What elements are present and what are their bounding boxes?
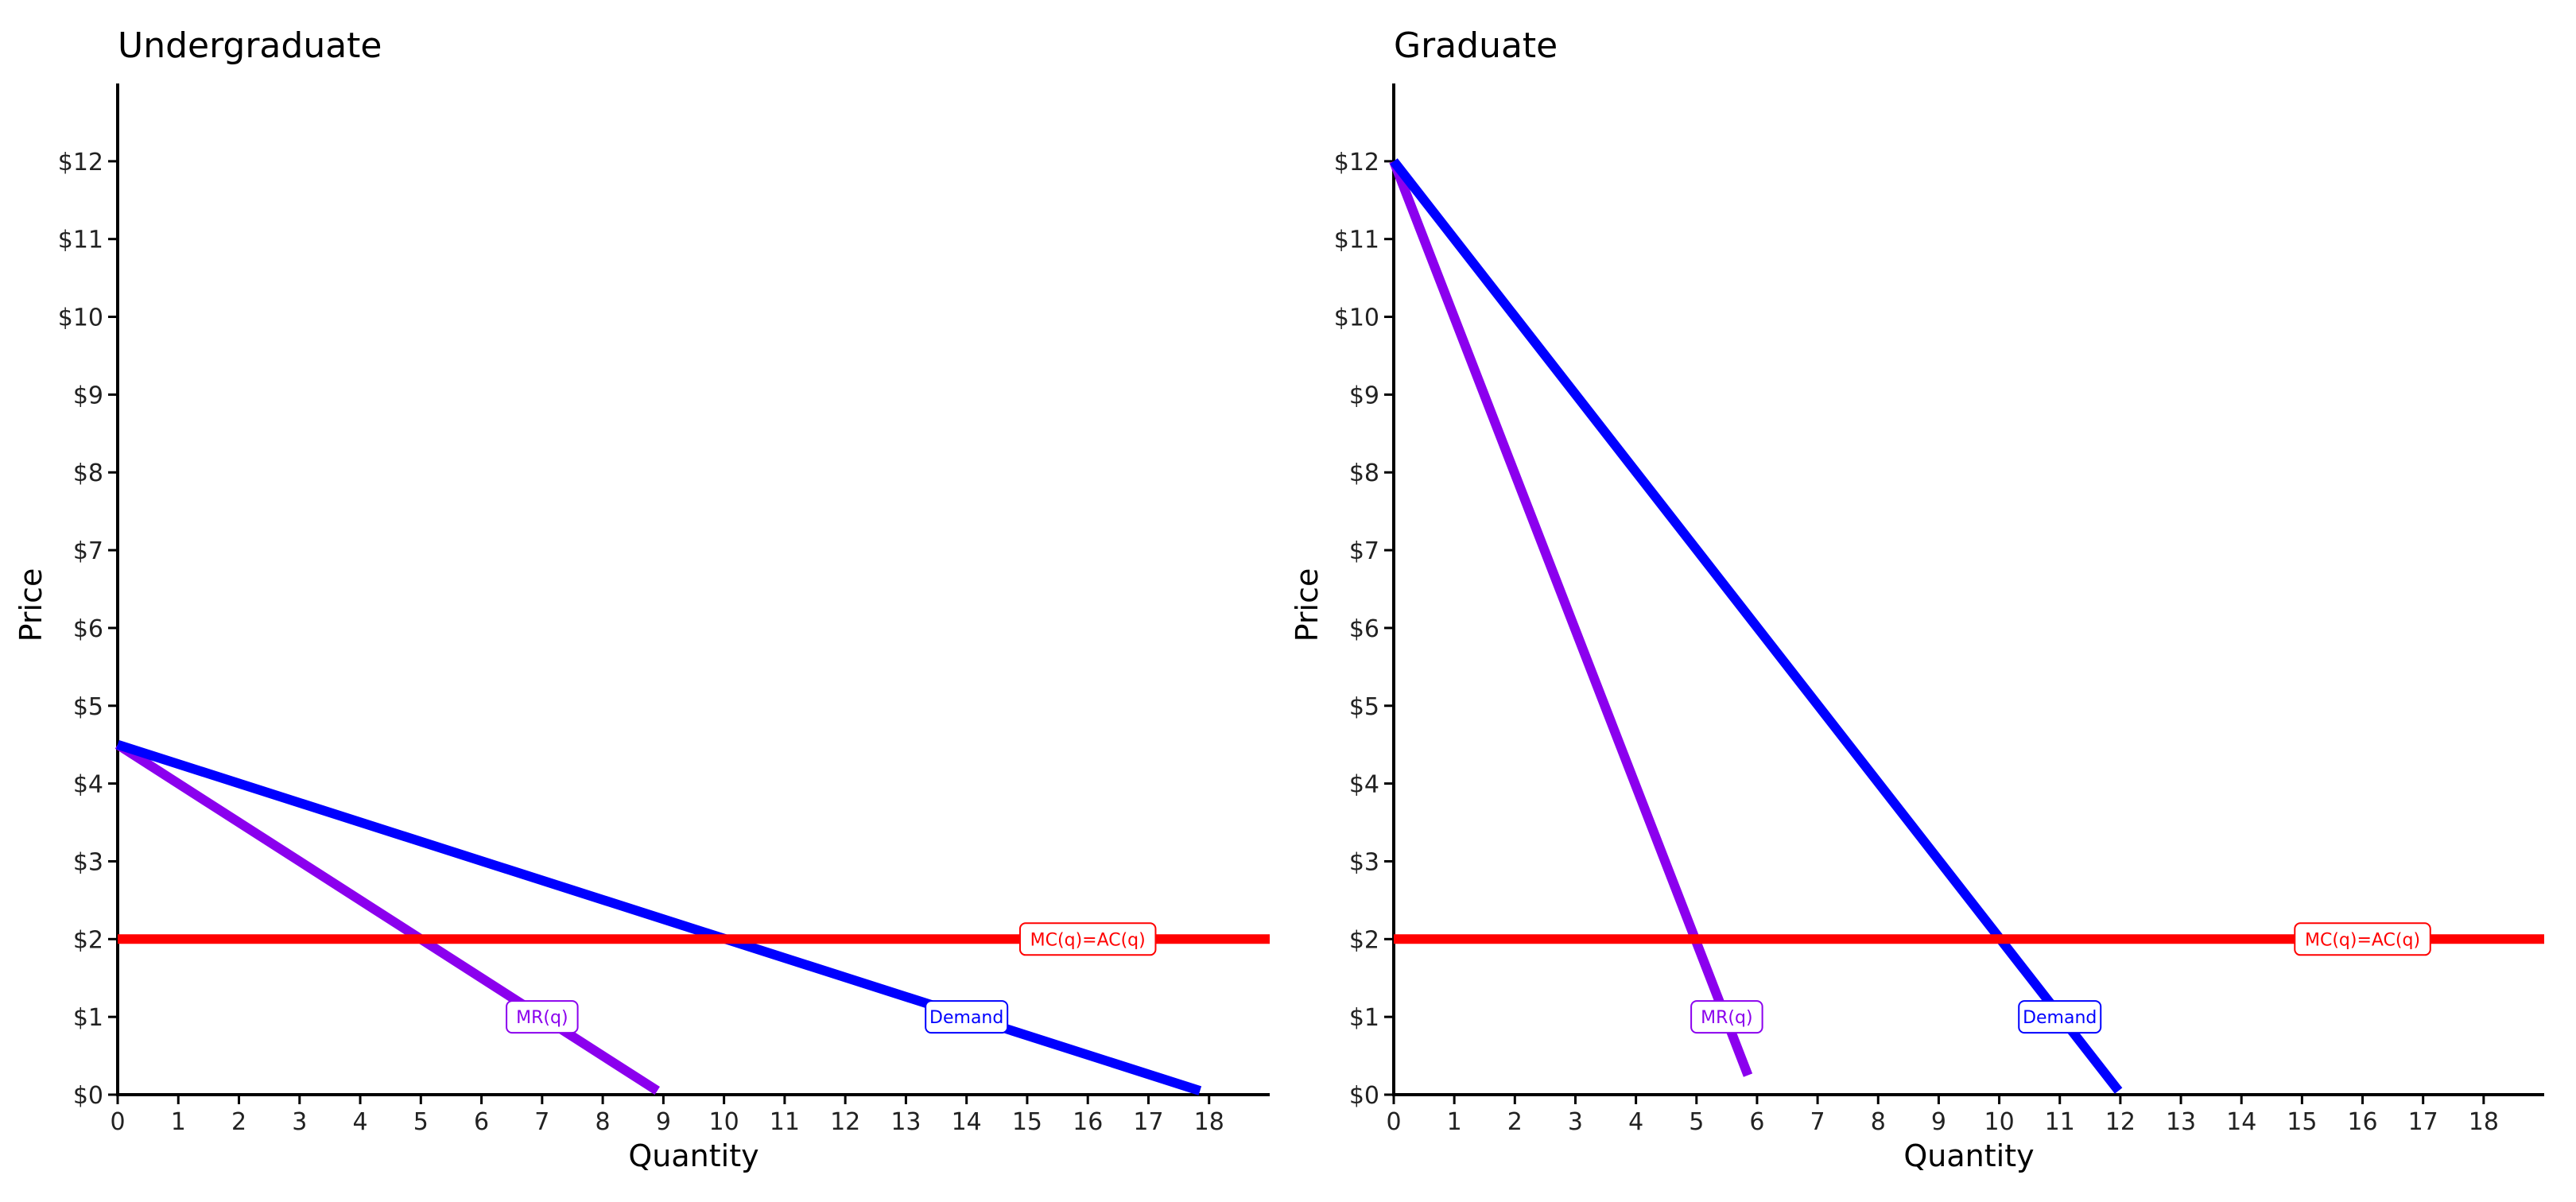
- y-tick-label: $7: [1349, 537, 1379, 565]
- series-label-demand: Demand: [2018, 1000, 2102, 1034]
- y-tick-label: $9: [73, 382, 103, 409]
- x-tick-label: 9: [656, 1108, 671, 1136]
- series-line-mr-q: [114, 740, 660, 1095]
- x-tick-label: 8: [1871, 1108, 1886, 1136]
- y-tick-label: $12: [1334, 149, 1379, 176]
- x-tick-label: 13: [2166, 1108, 2196, 1136]
- series-label-box: [925, 1000, 1009, 1034]
- x-tick-label: 4: [1628, 1108, 1643, 1136]
- x-tick-label: 3: [292, 1108, 307, 1136]
- x-tick-label: 2: [1507, 1108, 1523, 1136]
- y-tick-label: $5: [1349, 693, 1379, 721]
- panel-undergraduate: Undergraduate $0 $1 $2 $3 $4 $5 $6 $7 $8 $9 $10 $11 $…: [14, 25, 1270, 1173]
- x-tick-label: 3: [1568, 1108, 1583, 1136]
- y-tick-label: $8: [1349, 459, 1379, 487]
- x-tick-label: 12: [830, 1108, 860, 1136]
- x-tick-label: 6: [474, 1108, 489, 1136]
- x-tick-label: 9: [1931, 1108, 1946, 1136]
- x-tick-label: 14: [2226, 1108, 2256, 1136]
- y-tick-label: $6: [73, 615, 103, 643]
- x-tick-label: 10: [709, 1108, 739, 1136]
- x-tick-label: 17: [1133, 1108, 1163, 1136]
- x-axis-label: Quantity: [628, 1138, 758, 1173]
- y-tick-label: $12: [58, 149, 103, 176]
- series-label-mc-q-ac-q: MC(q)=AC(q): [2294, 922, 2431, 956]
- y-tick-label: $6: [1349, 615, 1379, 643]
- series-line-demand: [116, 739, 1202, 1095]
- x-tick-label: 1: [1447, 1108, 1462, 1136]
- y-axis-label: Price: [14, 568, 48, 642]
- x-tick-label: 2: [231, 1108, 246, 1136]
- series-label-box: [506, 1000, 579, 1034]
- series-line-demand: [1390, 158, 2123, 1094]
- series-label-text: Demand: [2023, 1008, 2097, 1028]
- y-tick-label: $0: [73, 1082, 103, 1110]
- series-label-mr-q: MR(q): [506, 1000, 579, 1034]
- y-tick-label: $7: [73, 537, 103, 565]
- x-tick-label: 12: [2105, 1108, 2136, 1136]
- series-line-mr-q: [1389, 159, 1753, 1077]
- x-tick-label: 0: [1386, 1108, 1401, 1136]
- y-tick-label: $0: [1349, 1082, 1379, 1110]
- series-label-text: Demand: [929, 1008, 1003, 1028]
- y-tick-label: $2: [1349, 926, 1379, 954]
- y-tick-label: $11: [58, 227, 103, 254]
- x-tick-label: 18: [2469, 1108, 2499, 1136]
- x-tick-label: 16: [2347, 1108, 2377, 1136]
- x-tick-label: 7: [534, 1108, 549, 1136]
- series-label-mc-q-ac-q: MC(q)=AC(q): [1018, 922, 1157, 956]
- series-label-box: [1690, 1000, 1763, 1034]
- x-tick-label: 6: [1749, 1108, 1764, 1136]
- series-label-text: MR(q): [516, 1008, 568, 1028]
- y-tick-label: $10: [58, 304, 103, 332]
- x-tick-label: 5: [413, 1108, 429, 1136]
- y-tick-label: $2: [73, 926, 103, 954]
- x-tick-label: 13: [890, 1108, 921, 1136]
- series-label-text: MC(q)=AC(q): [2305, 930, 2420, 950]
- series-label-box: [2018, 1000, 2102, 1034]
- series-label-box: [1018, 922, 1157, 956]
- x-tick-label: 11: [770, 1108, 800, 1136]
- x-tick-label: 18: [1194, 1108, 1224, 1136]
- panel-graduate: Graduate$0$1$2$3$4$5$6$7$8$9$10$11$120 1 2…: [1290, 25, 2544, 1173]
- x-tick-label: 8: [596, 1108, 611, 1136]
- x-tick-label: 17: [2408, 1108, 2438, 1136]
- y-tick-label: $4: [1349, 771, 1379, 799]
- series-label-text: MC(q)=AC(q): [1030, 930, 1146, 950]
- series-label-demand: Demand: [925, 1000, 1009, 1034]
- x-tick-label: 10: [1984, 1108, 2014, 1136]
- y-tick-label: $10: [1334, 304, 1379, 332]
- x-tick-label: 0: [110, 1108, 125, 1136]
- x-tick-label: 15: [1012, 1108, 1042, 1136]
- y-tick-label: $4: [73, 771, 103, 799]
- y-axis-label: Price: [1290, 568, 1325, 642]
- chart-title: Undergraduate: [118, 25, 382, 66]
- chart-title: Graduate: [1394, 25, 1558, 66]
- y-tick-label: $5: [73, 693, 103, 721]
- x-tick-label: 14: [952, 1108, 982, 1136]
- y-tick-label: $8: [73, 459, 103, 487]
- x-tick-label: 11: [2045, 1108, 2075, 1136]
- x-tick-label: 15: [2287, 1108, 2317, 1136]
- y-tick-label: $1: [1349, 1004, 1379, 1032]
- y-tick-label: $3: [73, 848, 103, 876]
- x-tick-label: 1: [171, 1108, 186, 1136]
- x-axis-label: Quantity: [1903, 1138, 2034, 1173]
- series-label-text: MR(q): [1701, 1008, 1752, 1028]
- series-label-mr-q: MR(q): [1690, 1000, 1763, 1034]
- y-tick-label: $3: [1349, 848, 1379, 876]
- x-tick-label: 16: [1073, 1108, 1103, 1136]
- x-tick-label: 5: [1689, 1108, 1704, 1136]
- y-tick-label: $1: [73, 1004, 103, 1032]
- y-tick-label: $11: [1334, 227, 1379, 254]
- x-tick-label: 7: [1810, 1108, 1825, 1136]
- series-label-box: [2294, 922, 2431, 956]
- x-tick-label: 4: [353, 1108, 368, 1136]
- y-tick-label: $9: [1349, 382, 1379, 409]
